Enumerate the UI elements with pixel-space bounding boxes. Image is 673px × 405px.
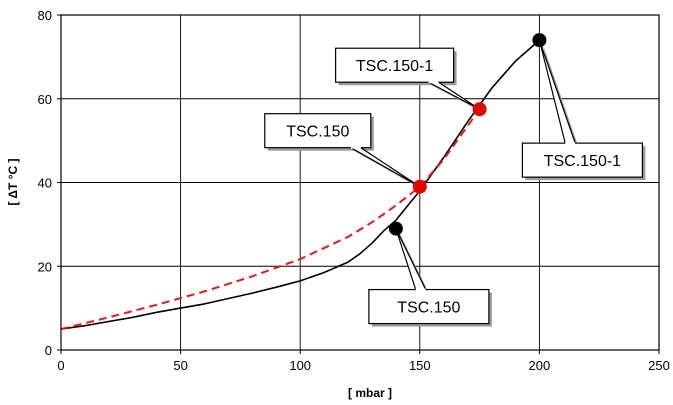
y-tick-label: 80 [38,8,52,23]
data-point-red [412,179,427,194]
data-point-black [532,33,547,48]
tick-labels: 0 50 100 150 200 250 0 20 40 60 80 [38,8,670,373]
plot-frame [57,14,660,354]
callout-pointer-shadow [431,85,483,113]
callout-pointer-shadow [398,231,429,293]
x-tick-label: 250 [648,358,670,373]
x-tick-label: 100 [289,358,311,373]
data-point-black [388,221,403,236]
callout-box [264,113,372,149]
series-layer [60,39,540,331]
y-tick-label: 40 [38,176,52,191]
callout-box [368,288,490,325]
y-tick-label: 20 [38,259,52,274]
callout-pointer-shadow [353,150,423,190]
callout-label: TSC.150-1 [356,58,433,75]
callout-label: TSC.150 [397,300,460,317]
data-point-red [472,102,487,117]
series-line-dashed-red [60,108,481,331]
callout-pointer-shadow [542,43,579,147]
callout-label: TSC.150-1 [544,153,621,170]
y-tick-label: 60 [38,92,52,107]
x-tick-label: 150 [409,358,431,373]
x-axis-title: [ mbar ] [348,386,392,400]
series-line-solid-black [60,39,540,330]
callout-box [335,47,455,83]
y-tick-label: 0 [45,343,52,358]
x-tick-label: 0 [57,358,64,373]
x-tick-label: 50 [173,358,187,373]
callout-box [521,142,644,178]
callouts: TSC.150-1 TSC.150 TSC.150-1 TSC.150 [264,33,646,327]
x-tick-label: 200 [529,358,551,373]
callout-label: TSC.150 [286,124,349,141]
y-axis-title: [ ΔT °C ] [6,159,20,206]
